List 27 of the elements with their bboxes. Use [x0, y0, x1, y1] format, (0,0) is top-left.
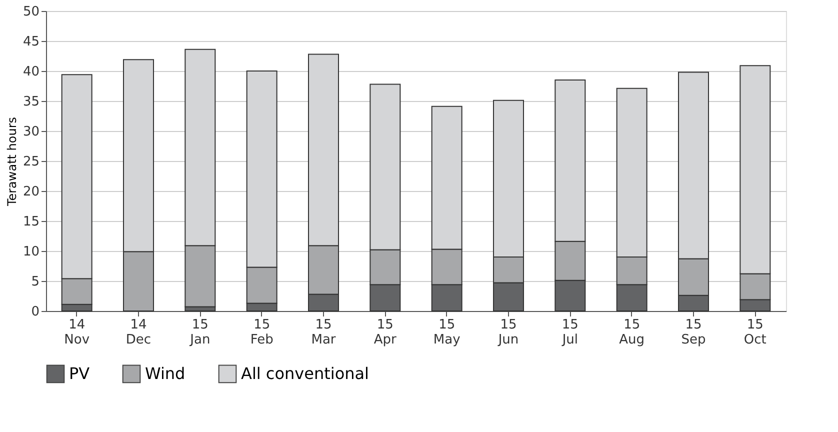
legend-label: Wind — [145, 364, 186, 383]
y-tick-label: 40 — [22, 64, 40, 80]
y-tick-label: 5 — [31, 274, 40, 290]
x-tick-label: 14 Dec — [126, 318, 152, 348]
x-tick-label: 15 Feb — [250, 318, 274, 348]
y-tick-label: 25 — [22, 154, 40, 170]
y-tick-label: 30 — [22, 124, 40, 140]
x-tick-label: 14 Nov — [64, 318, 90, 348]
x-tick-label: 15 Mar — [311, 318, 336, 348]
x-tick-label: 15 Jun — [497, 318, 519, 348]
y-tick-label: 50 — [22, 4, 40, 20]
y-tick-label: 45 — [22, 34, 40, 50]
x-tick-label: 15 Sep — [681, 318, 706, 348]
x-tick-label: 15 Oct — [744, 318, 766, 348]
y-axis-title: Terawatt hours — [4, 116, 19, 208]
legend-label: All conventional — [241, 364, 369, 383]
x-tick-label: 15 Jan — [189, 318, 210, 348]
y-tick-label: 15 — [22, 214, 40, 230]
x-tick-label: 15 Aug — [619, 318, 645, 348]
legend-label: PV — [69, 364, 90, 383]
y-tick-label: 20 — [22, 184, 40, 200]
x-tick-label: 15 Apr — [374, 318, 398, 348]
x-tick-label: 15 May — [433, 318, 461, 348]
y-tick-label: 35 — [22, 94, 40, 110]
x-tick-label: 15 Jul — [561, 318, 578, 348]
y-tick-label: 0 — [31, 304, 40, 320]
y-tick-label: 10 — [22, 244, 40, 260]
